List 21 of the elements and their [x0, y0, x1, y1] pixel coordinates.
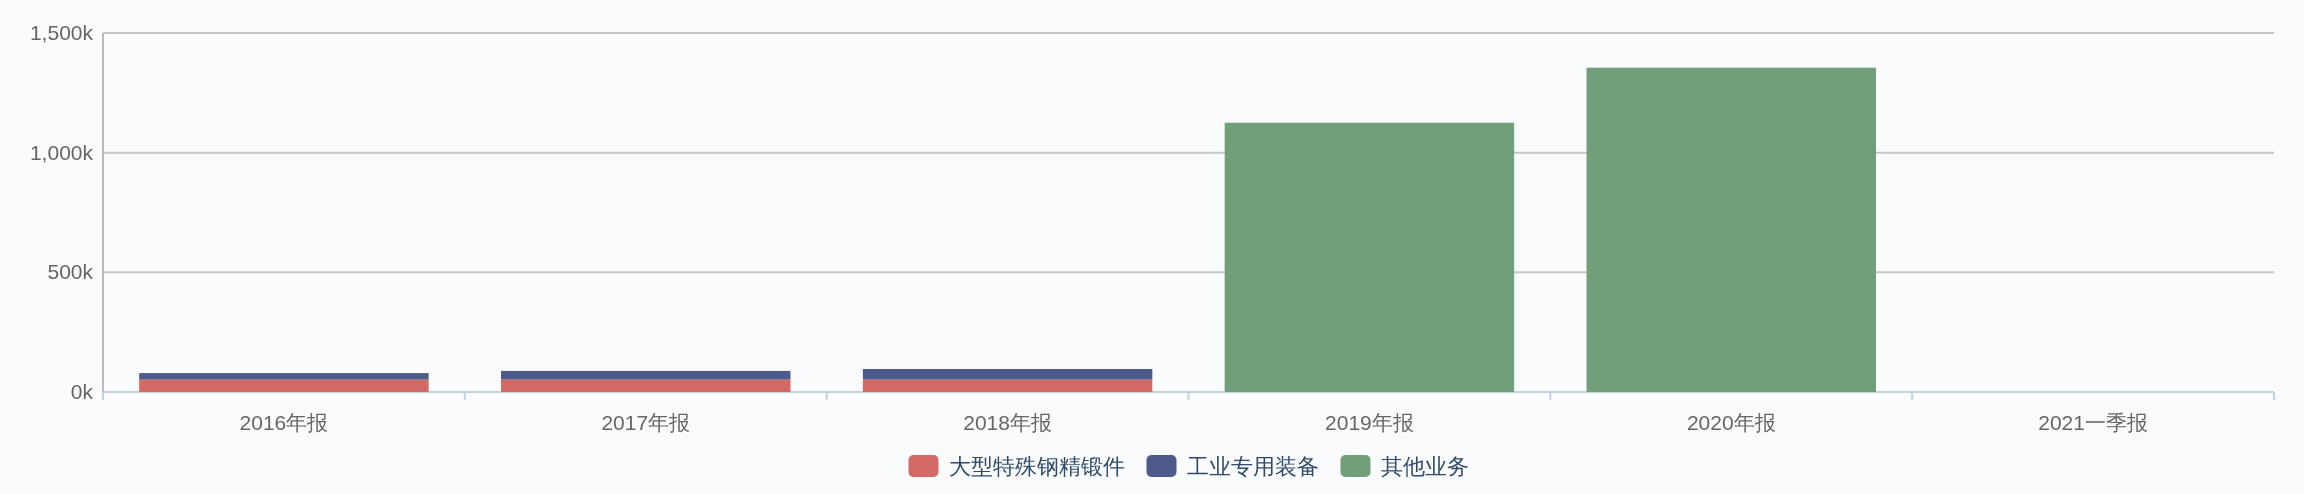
bar — [501, 379, 791, 392]
legend-label: 其他业务 — [1380, 454, 1469, 479]
y-tick-label: 1,500k — [29, 21, 94, 44]
y-tick-label: 0k — [70, 380, 94, 403]
bar — [1586, 67, 1876, 392]
y-tick-label: 500k — [47, 260, 94, 284]
bar — [862, 379, 1153, 392]
legend-label: 工业专用装备 — [1186, 454, 1319, 479]
x-tick-label: 2017年报 — [601, 411, 691, 434]
bar — [139, 373, 429, 380]
x-tick-label: 2016年报 — [239, 411, 329, 434]
bar — [862, 369, 1153, 380]
x-tick-label: 2021一季报 — [2038, 411, 2148, 434]
legend-label: 大型特殊钢精锻件 — [948, 454, 1125, 479]
bar — [501, 370, 791, 380]
x-tick-label: 2018年报 — [963, 411, 1052, 434]
x-tick-label: 2020年报 — [1686, 411, 1776, 434]
bar — [1224, 122, 1515, 392]
bar — [139, 379, 429, 392]
y-tick-label: 1,000k — [29, 140, 94, 164]
x-tick-label: 2019年报 — [1325, 411, 1414, 434]
